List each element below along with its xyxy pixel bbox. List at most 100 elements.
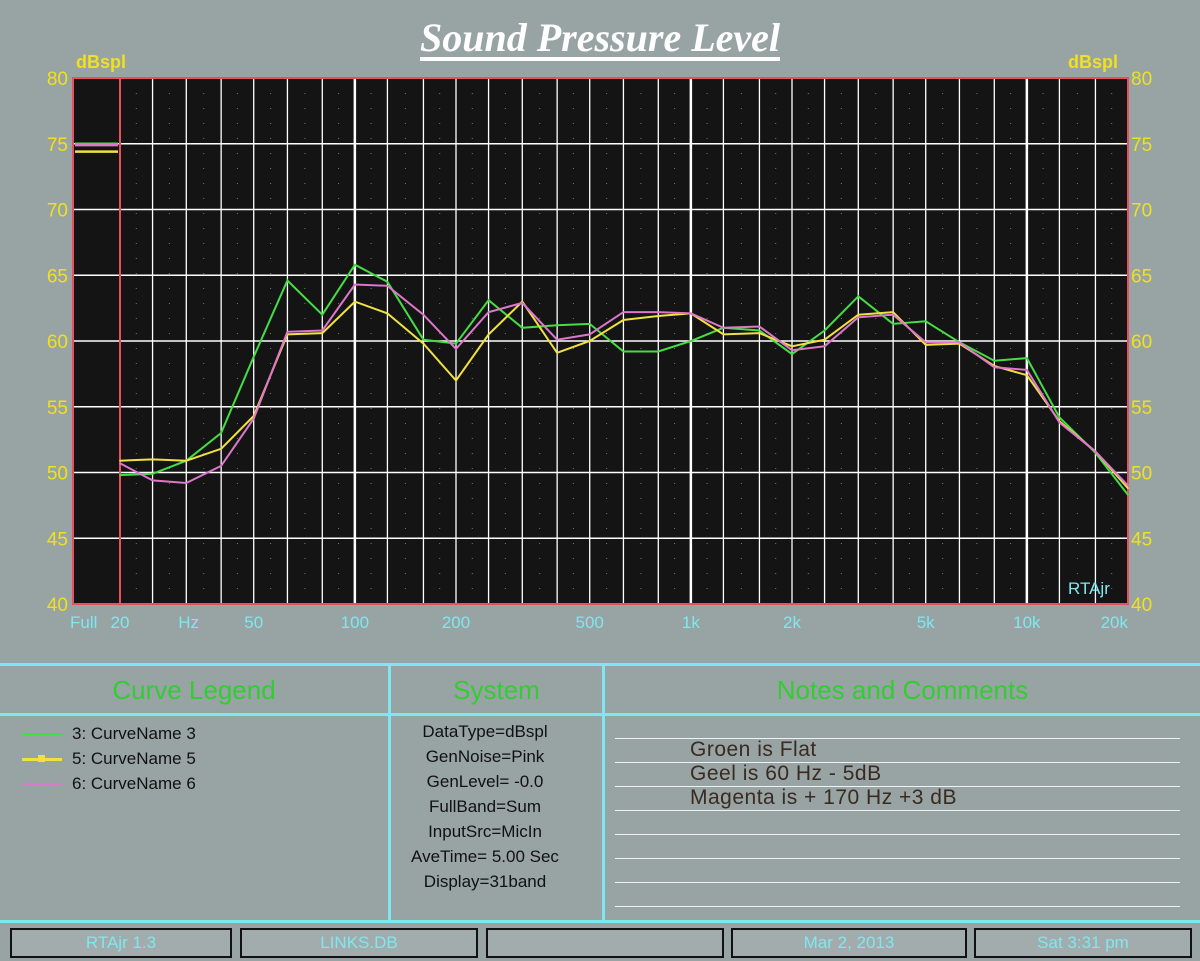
data-point (151, 473, 154, 475)
legend-swatch-yellow (22, 749, 62, 769)
data-point (1127, 487, 1129, 490)
data-point (791, 349, 793, 352)
data-point (823, 329, 826, 332)
data-point (588, 323, 591, 325)
legend-label: 5: CurveName 5 (72, 749, 196, 768)
data-point (252, 417, 255, 420)
note-rule (615, 882, 1180, 883)
data-point (791, 345, 793, 348)
status-blank (486, 928, 724, 958)
data-point (823, 338, 826, 341)
x-tick-label: 2k (783, 613, 801, 632)
data-point (758, 329, 761, 332)
plot-frame (72, 77, 1129, 605)
data-point (722, 327, 725, 329)
panel-top-border (0, 663, 1200, 666)
legend-item: 3: CurveName 3 (22, 723, 196, 745)
data-point (321, 332, 324, 334)
spl-chart: 40 40 45 45 50 50 55 55 60 60 65 65 70 70 75 75 80 80 Full… (47, 69, 1152, 632)
data-point (892, 311, 894, 313)
data-point (690, 312, 692, 315)
y-tick-label-right: 70 (1131, 201, 1152, 222)
data-point (588, 340, 591, 342)
y-tick-label-right: 65 (1131, 266, 1152, 287)
data-point (220, 448, 222, 450)
data-point (1058, 421, 1061, 424)
system-line: FullBand=Sum (429, 797, 541, 816)
legend-swatch-green (22, 724, 62, 744)
note-line: Magenta is + 170 Hz +3 dB (690, 786, 957, 809)
data-point (455, 348, 457, 350)
x-tick-label: Full (70, 613, 97, 632)
data-point (924, 341, 927, 344)
panel-divider-2 (602, 663, 605, 921)
legend-label: 6: CurveName 6 (72, 774, 196, 793)
data-point (892, 313, 894, 316)
y-tick-label-right: 55 (1131, 398, 1152, 419)
note-rule (615, 906, 1180, 907)
data-point (722, 333, 725, 336)
data-point (354, 283, 356, 286)
data-point (386, 281, 389, 283)
data-point (556, 338, 558, 341)
system-line: DataType=dBspl (422, 722, 548, 741)
panel-bottom-border (0, 920, 1200, 923)
rta-watermark: RTAjr (1068, 579, 1110, 598)
data-point (521, 302, 524, 304)
data-point (892, 323, 894, 325)
data-point (455, 379, 457, 382)
data-point (556, 324, 558, 327)
y-unit-right: dBspl (1068, 52, 1119, 72)
x-tick-label: 20 (111, 613, 130, 632)
y-tick-label-left: 50 (47, 464, 68, 485)
legend-label: 3: CurveName 3 (72, 724, 196, 743)
system-line: GenLevel= -0.0 (426, 772, 544, 791)
data-point (622, 311, 625, 313)
note-rule (615, 738, 1180, 739)
notes-heading: Notes and Comments (776, 675, 1029, 705)
note-line: Geel is 60 Hz - 5dB (690, 762, 882, 785)
y-tick-label-left: 65 (47, 266, 68, 287)
data-point (521, 327, 524, 329)
x-tick-label: 5k (917, 613, 935, 632)
data-point (924, 344, 927, 346)
data-point (321, 329, 324, 332)
data-point (422, 338, 425, 341)
note-rule (615, 786, 1180, 787)
legend-item: 5: CurveName 5 (22, 748, 196, 770)
data-point (958, 341, 961, 344)
y-tick-label-right: 45 (1131, 529, 1152, 550)
data-point (386, 284, 389, 287)
grid (72, 77, 1129, 605)
y-tick-label-left: 55 (47, 398, 68, 419)
data-point (622, 350, 625, 353)
y-tick-label-left: 75 (47, 135, 68, 156)
note-rule (615, 858, 1180, 859)
system-line: AveTime= 5.00 Sec (411, 847, 559, 866)
system-line: InputSrc=MicIn (428, 822, 542, 841)
data-point (185, 482, 188, 484)
data-point (354, 300, 356, 303)
note-rule (615, 762, 1180, 763)
data-point (758, 332, 761, 334)
system-line: GenNoise=Pink (425, 747, 545, 766)
y-tick-label-right: 50 (1131, 464, 1152, 485)
data-point (151, 458, 154, 461)
data-point (354, 263, 356, 266)
y-tick-label-left: 60 (47, 332, 68, 353)
data-point (220, 432, 222, 434)
x-tick-label: 1k (682, 613, 700, 632)
curve-legend-heading: Curve Legend (112, 675, 276, 705)
x-tick-label: Hz (178, 613, 199, 632)
data-point (1058, 416, 1061, 419)
data-point (185, 459, 188, 462)
x-tick-label: 20k (1101, 613, 1129, 632)
data-point (119, 459, 121, 462)
x-tick-label: 100 (341, 613, 369, 632)
data-point (252, 355, 255, 358)
y-tick-label-right: 60 (1131, 332, 1152, 353)
tick-labels: 40 40 45 45 50 50 55 55 60 60 65 65 70 70 75 75 80 80 Full… (47, 69, 1152, 632)
data-point (455, 342, 457, 345)
data-point (857, 295, 860, 298)
y-tick-label-left: 70 (47, 201, 68, 222)
